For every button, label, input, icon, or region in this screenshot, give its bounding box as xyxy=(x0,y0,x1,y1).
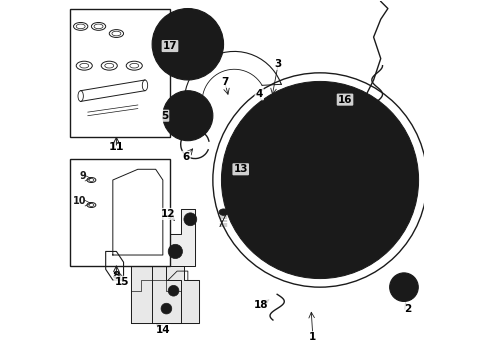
Text: 2: 2 xyxy=(404,303,411,314)
FancyBboxPatch shape xyxy=(70,158,170,266)
Text: 11: 11 xyxy=(109,143,124,153)
Text: 8: 8 xyxy=(113,271,120,281)
Text: 6: 6 xyxy=(182,152,190,162)
Text: 12: 12 xyxy=(161,209,175,219)
Text: 9: 9 xyxy=(79,171,86,181)
Circle shape xyxy=(296,157,343,203)
Ellipse shape xyxy=(286,205,294,211)
Ellipse shape xyxy=(228,180,237,187)
Text: 5: 5 xyxy=(161,111,168,121)
Text: 4: 4 xyxy=(256,89,263,99)
Text: 13: 13 xyxy=(233,164,248,174)
Circle shape xyxy=(312,127,328,143)
Text: 17: 17 xyxy=(163,41,177,51)
Ellipse shape xyxy=(249,153,257,158)
Circle shape xyxy=(339,208,354,224)
Text: 16: 16 xyxy=(338,95,352,105)
Circle shape xyxy=(243,103,397,257)
Circle shape xyxy=(270,158,285,174)
Circle shape xyxy=(221,81,418,279)
Text: 7: 7 xyxy=(221,77,228,87)
Circle shape xyxy=(152,9,223,80)
Circle shape xyxy=(184,213,197,226)
Circle shape xyxy=(355,158,370,174)
Text: 15: 15 xyxy=(115,277,129,287)
Circle shape xyxy=(163,91,213,141)
Polygon shape xyxy=(152,266,198,323)
Text: 18: 18 xyxy=(254,300,269,310)
Circle shape xyxy=(168,244,182,258)
Text: 14: 14 xyxy=(155,325,170,335)
Ellipse shape xyxy=(219,209,228,215)
Circle shape xyxy=(390,273,418,301)
Text: 10: 10 xyxy=(73,197,86,206)
Ellipse shape xyxy=(234,126,313,234)
Text: 1: 1 xyxy=(309,332,317,342)
Text: 3: 3 xyxy=(274,59,282,69)
Polygon shape xyxy=(131,266,181,323)
Ellipse shape xyxy=(286,149,294,155)
FancyBboxPatch shape xyxy=(70,9,170,137)
Ellipse shape xyxy=(249,202,257,207)
Ellipse shape xyxy=(267,117,277,125)
Circle shape xyxy=(286,208,301,224)
Polygon shape xyxy=(170,208,195,266)
Circle shape xyxy=(168,285,179,296)
Circle shape xyxy=(161,303,172,314)
Polygon shape xyxy=(113,169,163,255)
